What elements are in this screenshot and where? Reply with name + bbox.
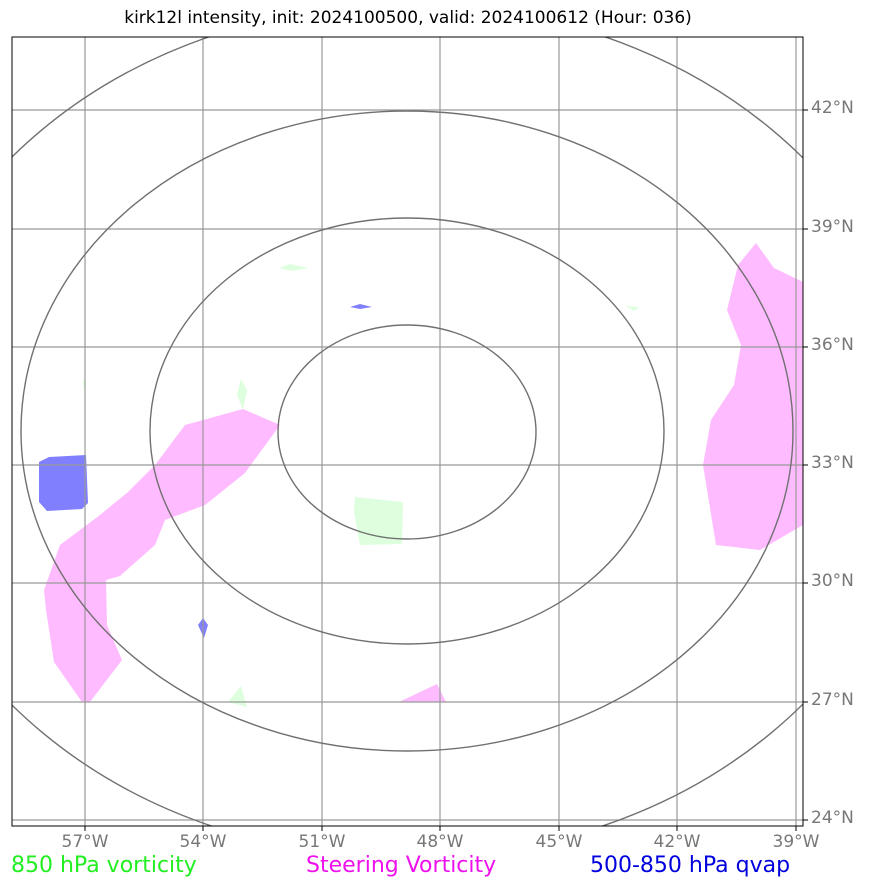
lon-label-57w: 57°W <box>61 832 109 852</box>
steering-vorticity-east-band <box>703 243 803 550</box>
lon-label-51w: 51°W <box>298 832 346 852</box>
lat-label-42n: 42°N <box>811 98 854 118</box>
qvap-north-patch <box>350 304 372 309</box>
lon-label-39w: 39°W <box>772 832 820 852</box>
legend-qvap: 500-850 hPa qvap <box>590 853 791 878</box>
lon-label-48w: 48°W <box>416 832 464 852</box>
lat-label-36n: 36°N <box>811 335 854 355</box>
lon-label-45w: 45°W <box>535 832 583 852</box>
legend-vorticity-850: 850 hPa vorticity <box>11 853 197 878</box>
vorticity-850-north-patch <box>279 264 308 271</box>
lat-label-30n: 30°N <box>811 571 854 591</box>
steering-vorticity-west-band <box>44 409 280 702</box>
lat-label-39n: 39°N <box>811 217 854 237</box>
lon-label-54w: 54°W <box>179 832 227 852</box>
legend-steering-vorticity: Steering Vorticity <box>306 853 497 878</box>
axis-ticks <box>84 109 808 831</box>
range-rings <box>12 37 803 826</box>
steering-vorticity-south-patch <box>399 684 446 702</box>
vorticity-850-east-patch <box>626 306 639 311</box>
lon-label-42w: 42°W <box>653 832 701 852</box>
lat-label-33n: 33°N <box>811 453 854 473</box>
vorticity-850-small-patch <box>237 379 247 410</box>
map-title: kirk12l intensity, init: 2024100500, val… <box>124 8 692 28</box>
qvap-west-patch <box>39 455 88 511</box>
steering-vorticity-regions <box>44 243 803 702</box>
vorticity-850-southwest-patch <box>228 686 247 707</box>
graticule <box>12 37 803 826</box>
vorticity-850-center-patch <box>354 497 403 545</box>
map-frame <box>11 36 804 827</box>
lat-label-24n: 24°N <box>811 808 854 828</box>
lat-label-27n: 27°N <box>811 690 854 710</box>
